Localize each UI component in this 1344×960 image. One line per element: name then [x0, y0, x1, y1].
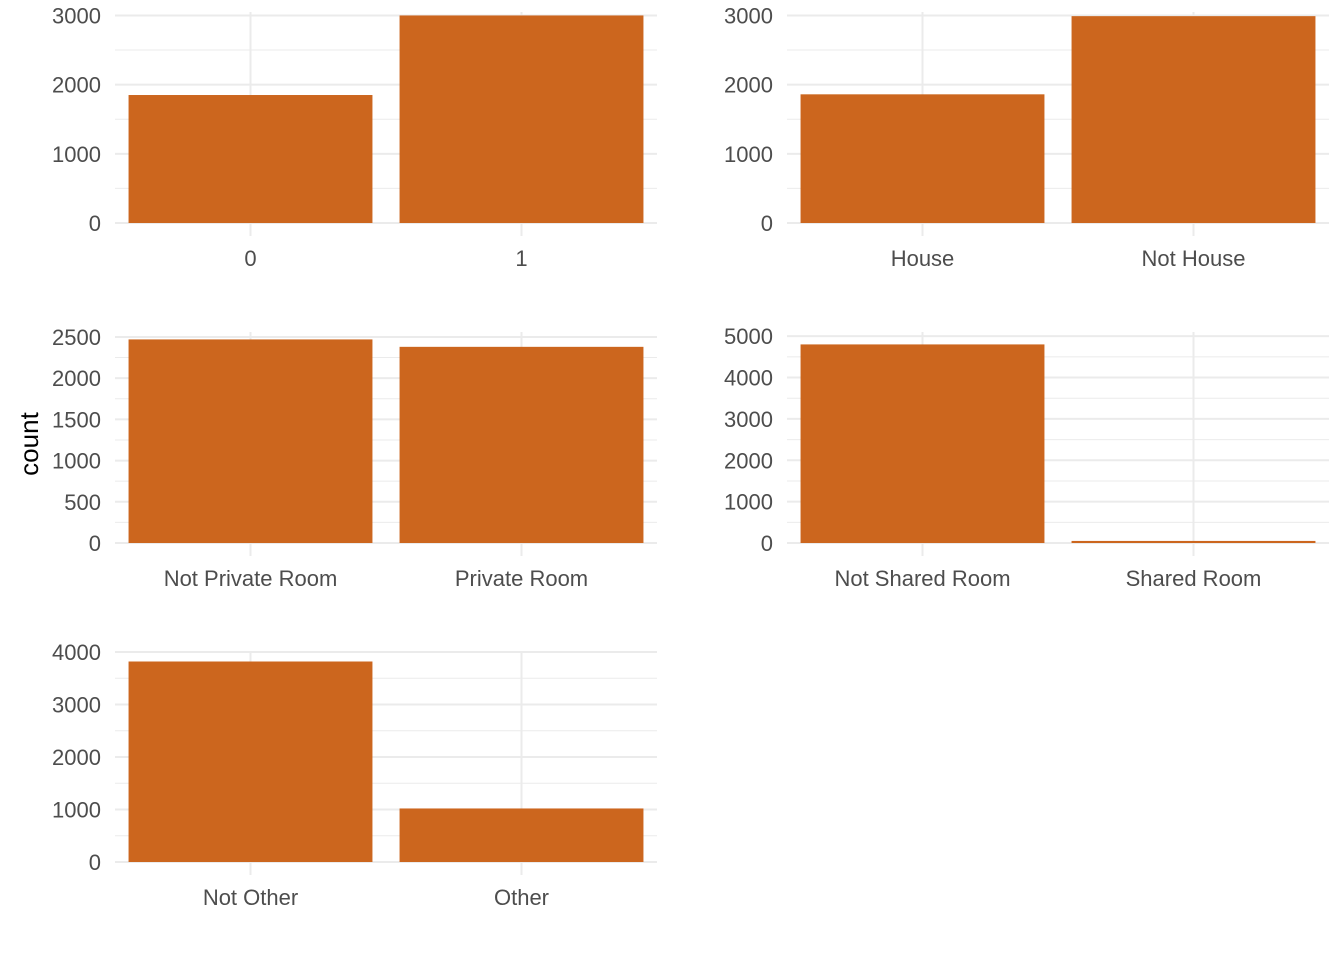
x-tick-label: 1 [515, 246, 527, 271]
bar [800, 94, 1045, 224]
y-tick-label: 3000 [52, 3, 101, 28]
bar [800, 344, 1045, 543]
y-tick-label: 0 [89, 531, 101, 556]
y-tick-label: 1000 [724, 142, 773, 167]
x-tick-label: House [891, 246, 955, 271]
x-tick-label: 0 [244, 246, 256, 271]
x-tick-label: Private Room [455, 566, 588, 591]
y-tick-label: 2000 [52, 366, 101, 391]
bar [128, 339, 373, 543]
chart-panels: 0 1000 2000 3000 0 1 0 1000 2000 3000 House Not Hou… [52, 3, 1329, 910]
y-tick-label: 3000 [52, 693, 101, 718]
y-tick-label: 5000 [724, 324, 773, 349]
bar [1071, 16, 1316, 224]
x-tick-label: Shared Room [1126, 566, 1262, 591]
y-tick-label: 1000 [52, 798, 101, 823]
chart-panel: 0 1000 2000 3000 House Not House [724, 3, 1329, 271]
y-tick-label: 1000 [52, 449, 101, 474]
y-tick-label: 0 [761, 211, 773, 236]
y-tick-label: 1000 [52, 142, 101, 167]
y-tick-label: 2000 [52, 73, 101, 98]
chart-panel: 0 1000 2000 3000 0 1 [52, 3, 657, 271]
chart-panel: 0 500 1000 1500 2000 2500 Not Private Room Priv… [52, 325, 657, 591]
bar [128, 661, 373, 862]
bar [128, 95, 373, 223]
y-tick-label: 4000 [52, 640, 101, 665]
y-tick-label: 1500 [52, 407, 101, 432]
y-axis-title: count [14, 411, 44, 475]
bar [399, 346, 644, 543]
x-tick-label: Not House [1142, 246, 1246, 271]
x-tick-label: Not Other [203, 885, 298, 910]
y-tick-label: 4000 [724, 366, 773, 391]
x-tick-label: Not Private Room [164, 566, 338, 591]
chart-panel: 0 1000 2000 3000 4000 5000 Not Shared Room Shar… [724, 324, 1329, 591]
y-tick-label: 1000 [724, 490, 773, 515]
y-tick-label: 2000 [724, 448, 773, 473]
x-tick-label: Not Shared Room [834, 566, 1010, 591]
y-tick-label: 3000 [724, 407, 773, 432]
chart-panel: 0 1000 2000 3000 4000 Not Other Other [52, 640, 657, 910]
y-tick-label: 0 [89, 850, 101, 875]
bar [399, 15, 644, 224]
bar [1071, 540, 1316, 543]
y-tick-label: 2000 [52, 745, 101, 770]
x-tick-label: Other [494, 885, 549, 910]
bar [399, 808, 644, 862]
y-tick-label: 2000 [724, 73, 773, 98]
y-tick-label: 0 [761, 531, 773, 556]
y-tick-label: 2500 [52, 325, 101, 350]
y-tick-label: 0 [89, 211, 101, 236]
y-tick-label: 3000 [724, 3, 773, 28]
y-tick-label: 500 [64, 490, 101, 515]
